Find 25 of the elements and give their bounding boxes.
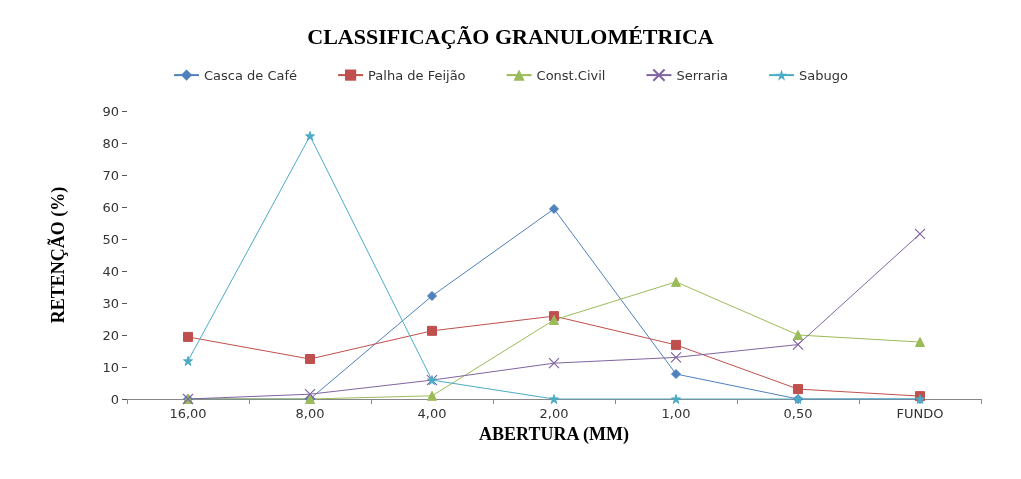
x-tick-label: 16,00 (169, 406, 207, 421)
legend-label: Serraria (676, 67, 729, 83)
legend-label: Palha de Feijão (368, 67, 466, 83)
x-tick-label: FUNDO (896, 406, 944, 421)
y-tick-label: 70 (102, 167, 119, 183)
x-tick-label: 0,50 (783, 406, 813, 421)
legend-label: Const.Civil (536, 67, 606, 83)
x-tick-label: 1,00 (661, 406, 691, 421)
y-tick-label: 30 (102, 295, 119, 311)
y-tick-label: 0 (110, 391, 119, 407)
y-tick-label: 40 (102, 263, 119, 279)
x-tick-label: 2,00 (539, 406, 569, 421)
x-tick-label: 8,00 (295, 406, 325, 421)
y-tick-label: 50 (102, 231, 119, 247)
x-axis-title: ABERTURA (MM) (479, 423, 629, 445)
y-axis-title: RETENÇÃO (%) (47, 186, 69, 324)
y-tick-label: 10 (102, 359, 119, 375)
y-tick-label: 20 (102, 327, 119, 343)
y-tick-label: 60 (102, 199, 119, 215)
y-tick-label: 80 (102, 135, 119, 151)
y-tick-label: 90 (102, 103, 119, 119)
legend-label: Casca de Café (204, 67, 298, 83)
x-tick-label: 4,00 (417, 406, 447, 421)
legend-label: Sabugo (799, 67, 849, 83)
chart-title: CLASSIFICAÇÃO GRANULOMÉTRICA (307, 23, 714, 49)
